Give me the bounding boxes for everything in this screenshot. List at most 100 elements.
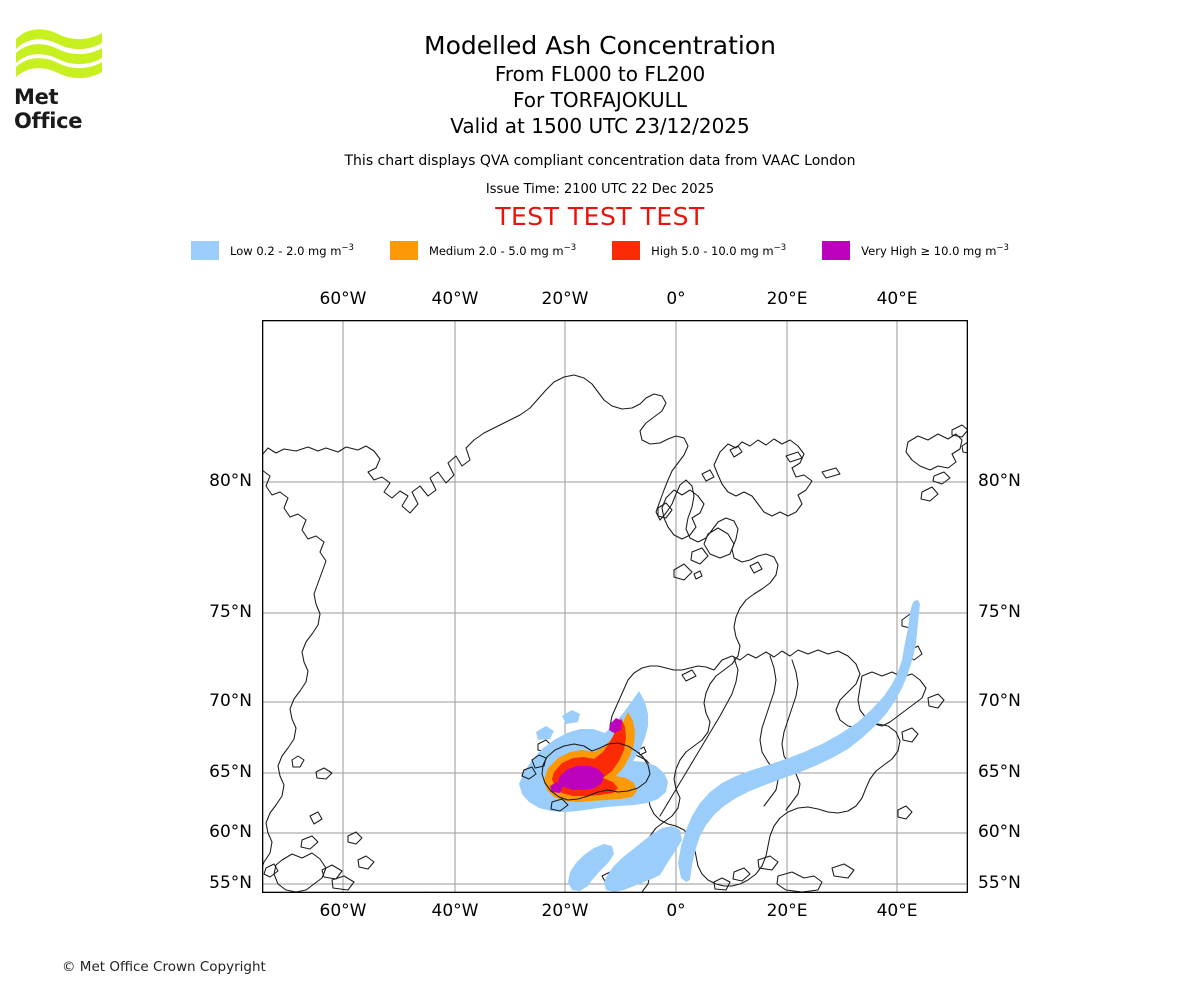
lat-label-right-4: 60°N [978, 822, 1021, 842]
map-panel[interactable] [262, 320, 968, 893]
greenland-island-1 [291, 755, 305, 768]
title-valid-time: Valid at 1500 UTC 23/12/2025 [450, 114, 750, 138]
copyright-notice: © Met Office Crown Copyright [62, 959, 266, 975]
legend-item-low: Low 0.2 - 2.0 mg m−3 [191, 241, 390, 260]
legend-swatch-medium [389, 241, 418, 260]
franz-josef-land [905, 433, 963, 471]
lat-label-left-1: 75°N [209, 602, 252, 622]
iceland-westfjord-overlay-2 [521, 766, 537, 780]
svalbard-islet-4 [701, 469, 715, 482]
baltic-coast [776, 871, 823, 893]
plume-very-high-iceland [558, 766, 604, 790]
lon-label-top-2: 20°W [541, 289, 589, 309]
franz-josef-islet [951, 424, 968, 438]
iceland-south-overlay [550, 798, 569, 812]
svalbard-spitsbergen [713, 438, 813, 517]
plume-very-high-head [609, 718, 622, 733]
lat-label-left-3: 65°N [209, 762, 252, 782]
legend-label-very-high: Very High ≥ 10.0 mg m−3 [861, 243, 1009, 258]
plume-low-patch-1 [562, 710, 580, 724]
svalbard-islet-3 [673, 563, 693, 581]
iceland-westfjord-overlay-1 [531, 754, 547, 769]
svalbard-west-island [661, 489, 705, 540]
lon-label-top-4: 20°E [766, 289, 808, 309]
lat-label-left-5: 55°N [209, 873, 252, 893]
lat-label-right-0: 80°N [978, 471, 1021, 491]
east-greenland-islet-3 [920, 486, 939, 502]
scotland-coastline [273, 852, 327, 893]
baltic-coast-east [831, 863, 855, 879]
lat-label-left-2: 70°N [209, 691, 252, 711]
jan-mayen-island [681, 669, 697, 682]
greenland-coastline [262, 374, 779, 893]
iceland-outline-overlay [541, 742, 651, 801]
baltic-island-gotland [757, 855, 779, 871]
lon-label-bottom-3: 0° [666, 901, 686, 921]
map-frame [262, 320, 968, 893]
title-volcano: For TORFAJOKULL [513, 88, 687, 112]
svalbard-nordaustlandet-tip [729, 445, 743, 458]
lat-label-right-3: 65°N [978, 762, 1021, 782]
plume-very-high-vent [550, 782, 563, 793]
test-watermark: TEST TEST TEST [495, 202, 705, 231]
franz-josef-south-islet [932, 471, 951, 485]
lon-label-bottom-0: 60°W [319, 901, 367, 921]
scotland-east-coast [331, 875, 355, 891]
shetland-islands [309, 811, 323, 825]
lat-label-right-5: 55°N [978, 873, 1021, 893]
arctic-islet-1 [821, 467, 841, 479]
lon-label-bottom-2: 20°W [541, 901, 589, 921]
greenland-island-3 [347, 831, 363, 845]
lon-label-top-5: 40°E [876, 289, 918, 309]
lon-label-top-1: 40°W [431, 289, 479, 309]
gulf-of-bothnia-coast [781, 659, 801, 811]
coastlines [262, 374, 968, 893]
plume-low-greenland-coast [604, 826, 682, 892]
legend-swatch-high [612, 241, 641, 260]
title-block: Modelled Ash Concentration From FL000 to… [0, 0, 1200, 231]
legend-swatch-low [191, 241, 220, 260]
svalbard-islet-2 [690, 547, 709, 565]
white-sea-islet [901, 727, 919, 743]
legend-label-low: Low 0.2 - 2.0 mg m−3 [230, 243, 354, 258]
greenland-island-4 [321, 864, 343, 880]
norway-sweden-border [659, 657, 739, 817]
lon-label-bottom-5: 40°E [876, 901, 918, 921]
map-background [262, 320, 968, 893]
legend-item-high: High 5.0 - 10.0 mg m−3 [612, 241, 822, 260]
lat-label-left-0: 80°N [209, 471, 252, 491]
ash-plume [519, 600, 920, 892]
lat-label-right-1: 75°N [978, 602, 1021, 622]
met-office-logo: Met Office [14, 25, 124, 133]
lon-label-top-3: 0° [666, 289, 686, 309]
svalbard-hopen [749, 561, 763, 574]
lat-label-left-4: 60°N [209, 822, 252, 842]
logo-wordmark: Met Office [14, 85, 83, 133]
svalbard-edgeoya [703, 527, 735, 559]
met-office-wave-icon [16, 29, 102, 79]
lon-label-bottom-4: 20°E [766, 901, 808, 921]
denmark-island [732, 867, 751, 882]
kola-white-sea [857, 671, 927, 727]
page-title: Modelled Ash Concentration [424, 31, 776, 60]
legend-swatch-very-high [822, 241, 851, 260]
legend-label-medium: Medium 2.0 - 5.0 mg m−3 [428, 243, 577, 258]
svalbard-islet-1 [657, 502, 673, 519]
sweden-finland-border [759, 655, 779, 807]
lon-label-top-0: 60°W [319, 289, 367, 309]
legend-label-high: High 5.0 - 10.0 mg m−3 [651, 243, 787, 258]
issue-time: Issue Time: 2100 UTC 22 Dec 2025 [485, 182, 715, 197]
greenland-island-5 [357, 855, 375, 870]
legend-item-very-high: Very High ≥ 10.0 mg m−3 [822, 241, 1009, 260]
greenland-west-coast [262, 469, 327, 869]
qva-note: This chart displays QVA compliant concen… [344, 153, 856, 169]
russia-coast-islet [927, 693, 945, 709]
kvitoya-island [785, 451, 803, 463]
plume-low-patch-2 [536, 726, 554, 740]
iceland-overlay-coast [521, 742, 651, 812]
bear-island [693, 570, 703, 580]
orkney-islands [300, 835, 319, 850]
graticule [262, 320, 968, 893]
ash-concentration-map[interactable] [262, 320, 968, 893]
lon-label-bottom-1: 40°W [431, 901, 479, 921]
